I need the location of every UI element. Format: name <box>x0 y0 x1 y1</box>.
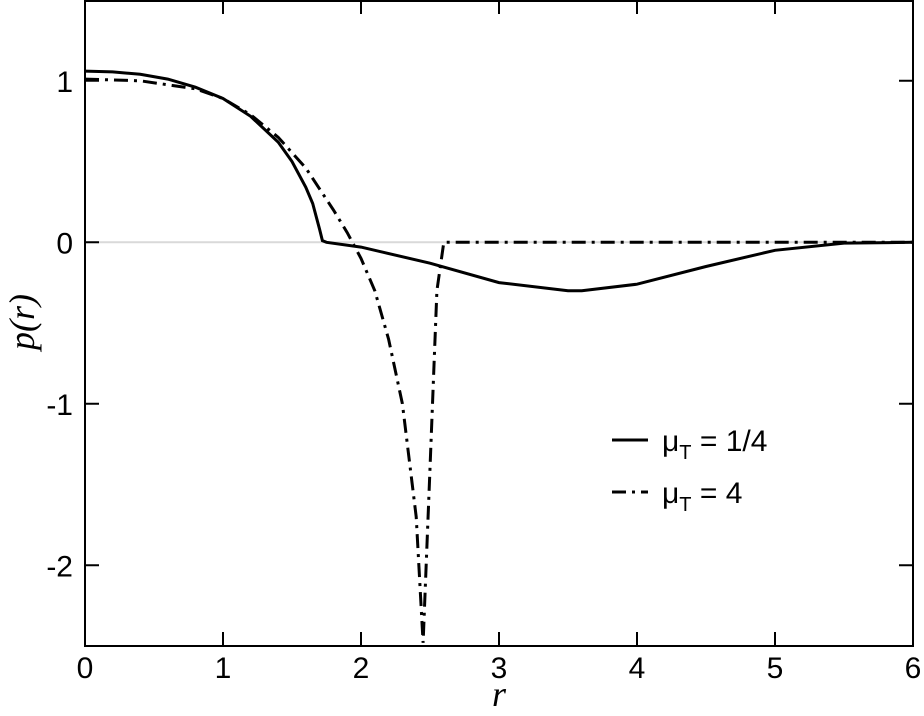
legend-label: μT = 1/4 <box>662 425 767 464</box>
line-series <box>84 77 913 643</box>
legend-text: μ <box>662 425 679 458</box>
y-tick-label: 0 <box>56 227 73 260</box>
x-tick-label: 0 <box>77 652 94 685</box>
plot-frame <box>84 0 914 647</box>
y-tick-label: -2 <box>46 550 73 583</box>
x-tick-label: 6 <box>905 652 922 685</box>
line-series <box>84 69 914 293</box>
y-axis-label: p(r) <box>2 294 42 353</box>
x-axis-label: r <box>492 674 507 711</box>
x-tick-label: 4 <box>629 652 646 685</box>
legend-label: μT = 4 <box>662 477 742 516</box>
x-tick-label: 2 <box>353 652 370 685</box>
legend-text: T <box>679 442 691 464</box>
y-tick-label: -1 <box>46 389 73 422</box>
x-tick-label: 3 <box>491 652 508 685</box>
x-tick-label: 5 <box>767 652 784 685</box>
y-tick-label: 1 <box>56 66 73 99</box>
legend-text: T <box>679 494 691 516</box>
legend-text: μ <box>662 477 679 510</box>
x-tick-label: 1 <box>215 652 232 685</box>
legend-text: = 4 <box>692 477 743 510</box>
legend-text: = 1/4 <box>692 425 768 458</box>
